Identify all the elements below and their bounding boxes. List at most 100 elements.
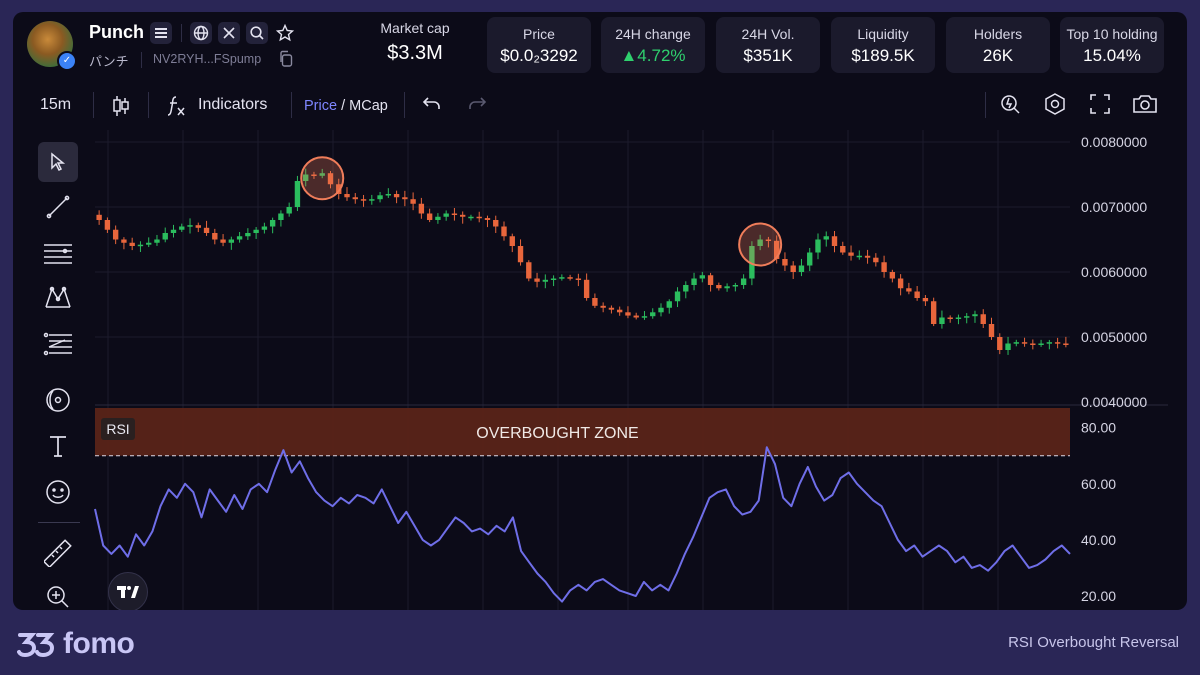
candle-body (327, 173, 334, 185)
candle-body (426, 213, 433, 220)
price-tick-label: 0.0080000 (1081, 134, 1147, 150)
fomo-brand: fomo (63, 627, 135, 660)
price-tick-label: 0.0060000 (1081, 264, 1147, 280)
candle-body (1013, 342, 1019, 344)
cursor-tool[interactable] (38, 142, 78, 182)
ruler-tool[interactable] (38, 533, 78, 573)
candle-body (922, 298, 929, 302)
price-axis: 0.0080000 0.0070000 0.0060000 0.0050000 0.00… (1081, 134, 1147, 410)
candle-body (468, 216, 474, 219)
replay-icon[interactable] (998, 92, 1022, 121)
token-address[interactable]: NV2RYH...FSpump (153, 52, 262, 66)
candle-body (195, 225, 201, 228)
mcap-toggle[interactable]: MCap (349, 98, 388, 114)
candle-body (187, 225, 193, 227)
x-twitter-icon[interactable] (218, 22, 240, 44)
emoji-tool[interactable] (38, 472, 78, 512)
star-icon[interactable] (274, 22, 296, 44)
volume-value: $351K (743, 46, 793, 65)
candle-body (955, 317, 962, 319)
candle-body (484, 218, 491, 220)
liquidity-stat: Liquidity $189.5K (831, 17, 935, 73)
candle-body (765, 239, 772, 241)
undo-icon[interactable] (422, 96, 442, 117)
candle-body (724, 286, 730, 289)
token-avatar[interactable]: ✓ (27, 21, 77, 71)
price-chart[interactable]: 0.0080000 0.0070000 0.0060000 0.0050000 0.00… (13, 12, 1187, 610)
price-tick-label: 0.0050000 (1081, 329, 1147, 345)
candle-body (385, 194, 392, 196)
settings-icon[interactable] (1043, 92, 1067, 121)
chart-window: ✓ Punch パンチ NV2RYH...FSpump Market cap $… (13, 12, 1187, 610)
market-cap-value: $3.3M (387, 42, 443, 64)
candle-body (319, 173, 325, 176)
candle-body (773, 240, 780, 259)
candle-body (798, 265, 805, 272)
zoom-in-tool[interactable] (38, 577, 78, 610)
fib-retracement-tool[interactable] (38, 324, 78, 364)
candle-body (129, 242, 135, 246)
rsi-label: RSI (101, 418, 135, 440)
price-mcap-toggle[interactable]: Price / MCap (304, 98, 388, 114)
indicators-button[interactable]: Indicators (198, 96, 268, 113)
reversal-highlight-circle (738, 222, 783, 267)
candle-body (1054, 342, 1061, 344)
indicators-icon[interactable] (166, 94, 188, 123)
change-stat: 24H change ▲4.72% (601, 17, 705, 73)
prediction-tool[interactable] (38, 380, 78, 420)
candle-body (559, 277, 565, 279)
menu-icon[interactable] (150, 22, 172, 44)
candle-body (947, 317, 953, 319)
search-icon[interactable] (246, 22, 268, 44)
candle-body (658, 307, 664, 313)
candle-body (410, 199, 416, 204)
candle-body (228, 239, 235, 243)
candle-body (972, 314, 978, 317)
interval-selector[interactable]: 15m (40, 96, 72, 113)
globe-icon[interactable] (190, 22, 212, 44)
copy-icon[interactable] (278, 50, 294, 73)
text-tool[interactable] (38, 426, 78, 466)
candle-body (360, 199, 367, 201)
candle-body (889, 272, 896, 279)
volume-stat: 24H Vol. $351K (716, 17, 820, 73)
candle-body (393, 194, 400, 198)
redo-icon[interactable] (467, 96, 487, 117)
candle-body (699, 275, 705, 279)
liquidity-value: $189.5K (851, 46, 915, 65)
candle-body (377, 195, 383, 200)
candle-body (286, 207, 292, 214)
candle-body (509, 236, 515, 246)
candle-body (1005, 343, 1011, 350)
candlestick-type-icon[interactable] (111, 94, 131, 123)
candle-body (740, 278, 747, 285)
overbought-zone-label: OVERBOUGHT ZONE (476, 425, 638, 442)
horizontal-lines-tool[interactable] (38, 233, 78, 273)
candle-body (112, 229, 119, 240)
candle-body (831, 236, 838, 246)
camera-icon[interactable] (1132, 93, 1158, 120)
candle-body (418, 203, 425, 214)
holders-stat: Holders 26K (946, 17, 1050, 73)
fomo-logo-icon (17, 633, 55, 658)
top10-label: Top 10 holding (1066, 26, 1158, 42)
fullscreen-icon[interactable] (1089, 93, 1111, 120)
candle-body (707, 275, 714, 285)
trend-line-tool[interactable] (38, 187, 78, 227)
price-label: Price (523, 26, 555, 42)
candle-body (443, 213, 449, 217)
tradingview-logo-icon[interactable] (108, 572, 148, 610)
change-value: ▲4.72% (620, 46, 686, 65)
candle-body (162, 233, 168, 240)
candle-body (1030, 343, 1036, 345)
candle-body (344, 194, 350, 198)
top10-stat: Top 10 holding 15.04% (1060, 17, 1164, 73)
pattern-tool[interactable] (38, 278, 78, 318)
holders-label: Holders (973, 26, 1023, 42)
candle-body (336, 184, 342, 194)
price-toggle[interactable]: Price (304, 98, 338, 114)
candle-body (435, 216, 441, 220)
rsi-tick-label: 40.00 (1081, 532, 1116, 548)
candle-body (583, 279, 590, 298)
market-cap-label: Market cap (380, 20, 450, 36)
